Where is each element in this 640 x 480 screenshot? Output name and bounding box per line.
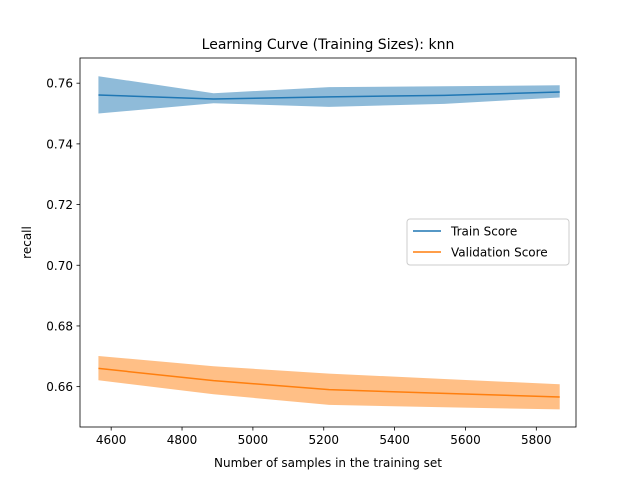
y-tick-label: 0.72 <box>46 198 73 212</box>
x-tick-label: 4600 <box>96 433 127 447</box>
y-axis: 0.66 0.68 0.70 0.72 0.74 0.76 <box>46 77 80 394</box>
x-axis: 4600 4800 5000 5200 5400 5600 5800 <box>96 427 552 447</box>
x-tick-label: 5000 <box>238 433 269 447</box>
chart-title: Learning Curve (Training Sizes): knn <box>202 37 455 53</box>
x-tick-label: 5600 <box>450 433 481 447</box>
legend-label-train-score: Train Score <box>450 225 517 239</box>
confidence-band-validation-score <box>98 355 560 410</box>
series-line-validation-score <box>98 367 560 398</box>
legend-label-validation-score: Validation Score <box>451 246 548 260</box>
confidence-bands <box>98 76 560 410</box>
y-tick-label: 0.66 <box>46 380 73 394</box>
plot-frame <box>79 57 577 428</box>
y-tick-label: 0.76 <box>46 77 73 91</box>
y-tick-label: 0.70 <box>46 259 73 273</box>
x-tick-label: 4800 <box>167 433 198 447</box>
x-tick-label: 5800 <box>521 433 552 447</box>
x-tick-label: 5200 <box>308 433 339 447</box>
confidence-band-train-score <box>98 76 560 114</box>
legend-box <box>406 218 570 266</box>
legend: Train Score Validation Score <box>406 218 570 266</box>
x-tick-label: 5400 <box>379 433 410 447</box>
y-tick-label: 0.68 <box>46 319 73 333</box>
y-tick-label: 0.74 <box>46 137 73 151</box>
series-line-train-score <box>98 91 560 100</box>
y-axis-label: recall <box>20 226 34 259</box>
x-axis-label: Number of samples in the training set <box>214 456 442 470</box>
series-lines <box>98 91 560 398</box>
